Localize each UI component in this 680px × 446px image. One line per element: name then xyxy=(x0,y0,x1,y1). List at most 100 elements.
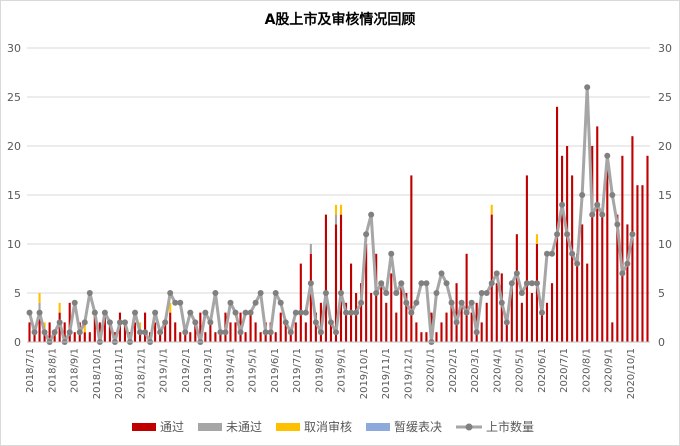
y-tick-label: 0 xyxy=(14,336,21,349)
bar-通过 xyxy=(611,322,614,342)
point-上市数量 xyxy=(458,299,465,306)
point-上市数量 xyxy=(569,250,576,257)
bar-通过 xyxy=(515,234,518,342)
point-上市数量 xyxy=(272,290,279,296)
bar-通过 xyxy=(48,322,51,342)
x-tick-label: 2019/1/1 xyxy=(159,348,170,393)
point-上市数量 xyxy=(167,290,174,296)
x-tick-label: 2020/6/1 xyxy=(537,348,548,393)
point-上市数量 xyxy=(609,192,616,198)
bar-通过 xyxy=(284,322,287,342)
point-上市数量 xyxy=(528,280,535,287)
x-tick-label: 2020/4/1 xyxy=(492,348,503,393)
bar-通过 xyxy=(93,312,96,342)
bar-通过 xyxy=(545,302,549,342)
point-上市数量 xyxy=(247,309,254,316)
bar-通过 xyxy=(108,322,111,342)
bar-通过 xyxy=(370,293,373,342)
point-上市数量 xyxy=(594,201,601,208)
point-上市数量 xyxy=(312,319,319,326)
bar-通过 xyxy=(28,322,31,342)
point-上市数量 xyxy=(599,211,606,218)
point-上市数量 xyxy=(81,319,88,326)
legend: 通过 未通过 取消审核 暂缓表决 上市数量 xyxy=(132,419,534,434)
x-tick-label: 2019/4/1 xyxy=(225,348,236,393)
bar-通过 xyxy=(636,185,639,342)
bar-通过 xyxy=(184,332,187,342)
bar-通过 xyxy=(103,312,106,342)
point-上市数量 xyxy=(408,309,415,316)
bar-通过 xyxy=(380,283,383,342)
point-上市数量 xyxy=(533,280,540,287)
bar-通过 xyxy=(244,332,247,342)
point-上市数量 xyxy=(232,309,239,316)
legend-label: 上市数量 xyxy=(486,419,534,434)
point-上市数量 xyxy=(393,290,400,296)
x-tick-label: 2019/12/1 xyxy=(403,348,414,399)
y-tick-label: 15 xyxy=(7,189,21,202)
point-上市数量 xyxy=(423,280,430,287)
bar-取消审核 xyxy=(490,204,493,215)
bar-未通过 xyxy=(309,244,312,254)
x-tick-label: 2018/11/1 xyxy=(114,348,125,399)
x-tick-label: 2019/6/1 xyxy=(270,348,281,393)
bar-通过 xyxy=(450,302,453,342)
x-tick-label: 2020/9/1 xyxy=(604,348,615,393)
bar-通过 xyxy=(229,322,232,342)
y2-tick-label: 10 xyxy=(658,238,672,251)
y-tick-label: 5 xyxy=(14,287,21,300)
point-上市数量 xyxy=(182,329,189,336)
bar-通过 xyxy=(530,293,533,342)
point-上市数量 xyxy=(338,290,345,296)
point-上市数量 xyxy=(217,329,224,336)
bar-通过 xyxy=(385,302,388,342)
bar-通过 xyxy=(520,302,523,342)
point-上市数量 xyxy=(257,290,264,296)
point-上市数量 xyxy=(66,329,73,336)
x-tick-label: 2019/11/1 xyxy=(381,348,392,399)
point-上市数量 xyxy=(116,319,123,326)
point-上市数量 xyxy=(373,290,380,296)
x-tick-label: 2020/2/1 xyxy=(448,348,459,393)
bar-通过 xyxy=(209,322,212,342)
point-上市数量 xyxy=(227,299,234,306)
bar-通过 xyxy=(395,312,398,342)
bar-通过 xyxy=(63,322,66,342)
x-tick-label: 2020/8/1 xyxy=(581,348,592,393)
y-tick-label: 20 xyxy=(7,140,21,153)
point-上市数量 xyxy=(282,319,289,326)
bar-通过 xyxy=(535,244,539,342)
point-上市数量 xyxy=(388,250,395,257)
bar-通过 xyxy=(440,322,443,342)
point-上市数量 xyxy=(292,309,299,316)
point-上市数量 xyxy=(192,319,199,326)
bar-通过 xyxy=(555,106,559,342)
bar-通过 xyxy=(465,253,468,342)
point-上市数量 xyxy=(574,260,581,267)
point-上市数量 xyxy=(468,299,475,306)
chart-title: A股上市及审核情况回顾 xyxy=(265,11,416,28)
x-tick-label: 2018/10/1 xyxy=(92,348,103,399)
point-上市数量 xyxy=(383,290,390,296)
bar-通过 xyxy=(83,332,86,342)
point-上市数量 xyxy=(287,329,294,336)
bar-通过 xyxy=(138,332,142,342)
point-上市数量 xyxy=(332,329,339,336)
y2-tick-label: 30 xyxy=(658,42,672,55)
bar-通过 xyxy=(334,224,338,342)
point-上市数量 xyxy=(368,211,375,218)
x-tick-label: 2020/10/1 xyxy=(626,348,637,399)
point-上市数量 xyxy=(162,319,169,326)
y2-tick-label: 5 xyxy=(658,287,665,300)
point-上市数量 xyxy=(378,280,385,287)
bar-通过 xyxy=(53,332,56,342)
bar-通过 xyxy=(234,322,237,342)
point-上市数量 xyxy=(433,290,440,296)
bar-通过 xyxy=(164,322,167,342)
point-上市数量 xyxy=(363,231,370,238)
legend-swatch xyxy=(132,423,156,431)
bar-通过 xyxy=(98,322,101,342)
point-上市数量 xyxy=(473,329,480,336)
bar-通过 xyxy=(435,332,438,342)
bar-通过 xyxy=(174,322,177,342)
